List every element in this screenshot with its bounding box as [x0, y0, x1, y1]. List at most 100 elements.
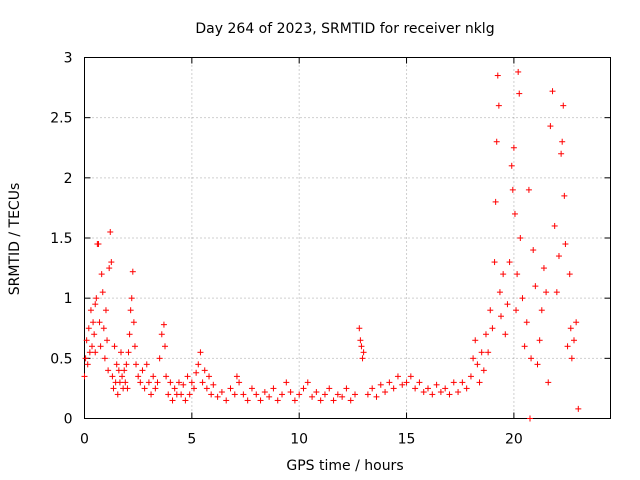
data-point [382, 389, 389, 396]
data-point [450, 379, 457, 386]
data-point [360, 349, 367, 356]
data-point [412, 385, 419, 392]
data-point [575, 405, 582, 412]
data-point [377, 381, 384, 388]
data-point [137, 379, 144, 386]
data-point [390, 385, 397, 392]
data-point [534, 361, 541, 368]
data-point [459, 379, 466, 386]
data-point [498, 313, 505, 320]
data-point [266, 393, 273, 400]
data-point [119, 373, 126, 380]
data-point [403, 379, 410, 386]
data-point [330, 397, 337, 404]
data-point [313, 389, 320, 396]
data-point [492, 198, 499, 205]
data-point [121, 367, 128, 374]
data-point [283, 379, 290, 386]
data-point [152, 385, 159, 392]
data-point [182, 397, 189, 404]
data-point [433, 381, 440, 388]
data-point [526, 415, 533, 422]
data-point [193, 369, 200, 376]
data-point [455, 389, 462, 396]
data-point [128, 295, 135, 302]
data-point [359, 355, 366, 362]
data-point [83, 337, 90, 344]
data-point [420, 389, 427, 396]
data-point [199, 379, 206, 386]
data-point [502, 331, 509, 338]
data-point [573, 319, 580, 326]
data-point [504, 301, 511, 308]
data-point [165, 391, 172, 398]
data-point [558, 150, 565, 157]
data-point [485, 349, 492, 356]
data-point [86, 349, 93, 356]
data-point [538, 307, 545, 314]
data-point [122, 379, 129, 386]
data-point [171, 385, 178, 392]
data-point [407, 373, 414, 380]
y-tick-label: 0.5 [50, 351, 72, 367]
data-point [214, 393, 221, 400]
data-point [515, 68, 522, 75]
data-point [543, 289, 550, 296]
data-point [291, 397, 298, 404]
data-point [244, 397, 251, 404]
data-point [89, 343, 96, 350]
data-point [394, 373, 401, 380]
data-point [188, 379, 195, 386]
data-point [495, 102, 502, 109]
data-point [167, 379, 174, 386]
data-point [143, 361, 150, 368]
data-point [559, 138, 566, 145]
data-point [399, 381, 406, 388]
y-tick-label: 2 [64, 171, 73, 187]
x-tick-label: 10 [290, 432, 308, 448]
data-point [463, 385, 470, 392]
data-point [108, 259, 115, 266]
data-point [478, 349, 485, 356]
data-point [510, 144, 517, 151]
data-point [210, 381, 217, 388]
data-point [480, 367, 487, 374]
data-point [530, 247, 537, 254]
data-point [124, 385, 131, 392]
data-point [472, 337, 479, 344]
data-point [493, 138, 500, 145]
data-point [92, 301, 99, 308]
data-point [208, 391, 215, 398]
y-tick-label: 1 [64, 291, 73, 307]
data-point [253, 391, 260, 398]
data-point [304, 379, 311, 386]
data-point [231, 391, 238, 398]
data-point [364, 391, 371, 398]
data-point [95, 241, 102, 248]
data-point [162, 343, 169, 350]
data-point [98, 271, 105, 278]
data-point [509, 186, 516, 193]
data-point [178, 391, 185, 398]
data-point [476, 379, 483, 386]
data-point [369, 385, 376, 392]
data-point [107, 228, 114, 235]
data-point [113, 361, 120, 368]
data-point [442, 385, 449, 392]
data-point [91, 331, 98, 338]
data-point [553, 289, 560, 296]
data-point [240, 391, 247, 398]
data-point [287, 389, 294, 396]
y-tick-label: 0 [64, 412, 73, 428]
data-point [564, 343, 571, 350]
data-point [506, 259, 513, 266]
data-point [150, 373, 157, 380]
data-point [227, 385, 234, 392]
data-point [334, 391, 341, 398]
data-point [85, 325, 92, 332]
data-point [517, 235, 524, 241]
data-point [84, 361, 91, 368]
data-point [339, 393, 346, 400]
data-point [482, 331, 489, 338]
data-point [551, 222, 558, 229]
